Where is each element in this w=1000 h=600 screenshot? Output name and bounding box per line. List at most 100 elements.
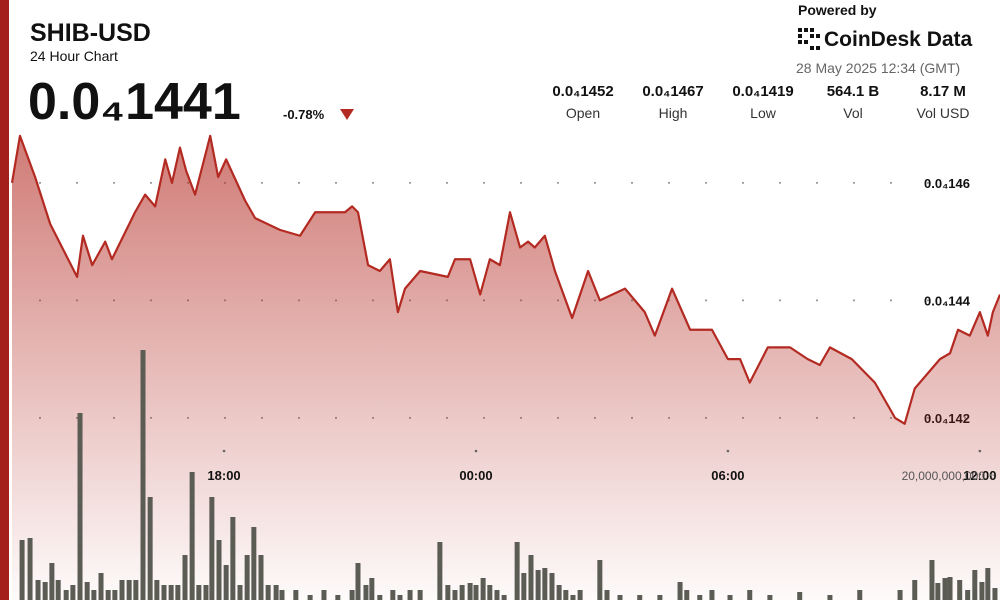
powered-by: Powered by — [798, 2, 877, 18]
volume-bar — [480, 578, 486, 600]
volume-bar — [161, 585, 167, 600]
stat-value: 0.0₄1452 — [552, 83, 613, 100]
volume-bar — [321, 590, 327, 600]
volume-bar — [196, 585, 202, 600]
volume-bar — [335, 595, 341, 600]
volume-bar — [897, 590, 903, 600]
volume-bar — [528, 555, 534, 600]
volume-bar — [98, 573, 104, 600]
volume-bar — [133, 580, 139, 600]
volume-bar — [209, 497, 215, 600]
volume-bar — [535, 570, 541, 600]
volume-bar — [19, 540, 25, 600]
volume-bar — [154, 580, 160, 600]
volume-bar — [965, 590, 971, 600]
volume-bar — [727, 595, 733, 600]
x-tick-mark — [222, 449, 226, 453]
price: 0.0₄1441 — [28, 73, 241, 131]
down-arrow — [340, 109, 354, 120]
volume-bar — [979, 582, 985, 600]
volume-bar — [349, 590, 355, 600]
y2-tick-label: 20,000,000,000 — [902, 469, 986, 483]
volume-bar — [91, 590, 97, 600]
volume-bar — [942, 578, 948, 600]
volume-bar — [105, 590, 111, 600]
stat-value: 0.0₄1467 — [642, 83, 703, 100]
volume-bar — [501, 595, 507, 600]
stat-value: 8.17 M — [920, 83, 966, 100]
subtitle: 24 Hour Chart — [30, 48, 118, 64]
volume-bar — [417, 590, 423, 600]
stat-label: Open — [566, 105, 600, 121]
brand-logo — [798, 28, 820, 50]
x-tick-mark — [978, 449, 982, 453]
volume-bar — [767, 595, 773, 600]
volume-bar — [563, 590, 569, 600]
x-tick-label: 18:00 — [207, 468, 240, 483]
volume-bar — [147, 497, 153, 600]
volume-bar — [452, 590, 458, 600]
volume-bar — [216, 540, 222, 600]
volume-bar — [935, 583, 941, 600]
volume-bar — [70, 585, 76, 600]
volume-bar — [827, 595, 833, 600]
volume-bar — [126, 580, 132, 600]
volume-bar — [258, 555, 264, 600]
volume-bar — [577, 590, 583, 600]
volume-bar — [957, 580, 963, 600]
volume-bar — [857, 590, 863, 600]
volume-bar — [684, 590, 690, 600]
volume-bar — [189, 472, 195, 600]
volume-bar — [223, 565, 229, 600]
y-tick-label: 0.0₄146 — [924, 176, 970, 191]
volume-bar — [35, 580, 41, 600]
x-tick-label: 06:00 — [711, 468, 744, 483]
volume-bar — [697, 595, 703, 600]
volume-bar — [445, 585, 451, 600]
x-tick-label: 12:00 — [963, 468, 996, 483]
volume-bar — [112, 590, 118, 600]
volume-bar — [175, 585, 181, 600]
volume-bar — [604, 590, 610, 600]
volume-bar — [63, 590, 69, 600]
volume-bar — [119, 580, 125, 600]
volume-bar — [747, 590, 753, 600]
volume-bar — [55, 580, 61, 600]
volume-bar — [637, 595, 643, 600]
stat-label: Low — [750, 105, 777, 121]
volume-bar — [355, 563, 361, 600]
stat-value: 564.1 B — [827, 83, 880, 100]
volume-bar — [77, 413, 83, 600]
x-tick-label: 00:00 — [459, 468, 492, 483]
y-tick-label: 0.0₄144 — [924, 293, 971, 308]
volume-bar — [168, 585, 174, 600]
volume-bar — [397, 595, 403, 600]
volume-bar — [797, 592, 803, 600]
volume-bar — [657, 595, 663, 600]
volume-bar — [27, 538, 33, 600]
plot: 0.0₄1420.0₄1440.0₄14618:0000:0006:0012:0… — [10, 134, 1000, 600]
symbol: SHIB-USD — [30, 19, 151, 47]
volume-bar — [182, 555, 188, 600]
x-tick-mark — [726, 449, 730, 453]
volume-bar — [912, 580, 918, 600]
volume-bar — [377, 595, 383, 600]
volume-bar — [617, 595, 623, 600]
volume-bar — [273, 585, 279, 600]
x-tick-mark — [474, 449, 478, 453]
volume-bar — [369, 578, 375, 600]
volume-bar — [42, 582, 48, 600]
volume-bar — [929, 560, 935, 600]
stat-value: 0.0₄1419 — [732, 83, 793, 100]
brand-name: CoinDesk Data — [824, 28, 973, 51]
stat-label: Vol — [843, 105, 862, 121]
volume-bar — [677, 582, 683, 600]
volume-bar — [307, 595, 313, 600]
volume-bar — [542, 568, 548, 600]
volume-bar — [293, 590, 299, 600]
volume-bar — [251, 527, 257, 600]
volume-bar — [985, 568, 991, 600]
timestamp: 28 May 2025 12:34 (GMT) — [796, 60, 960, 76]
volume-bar — [140, 350, 146, 600]
